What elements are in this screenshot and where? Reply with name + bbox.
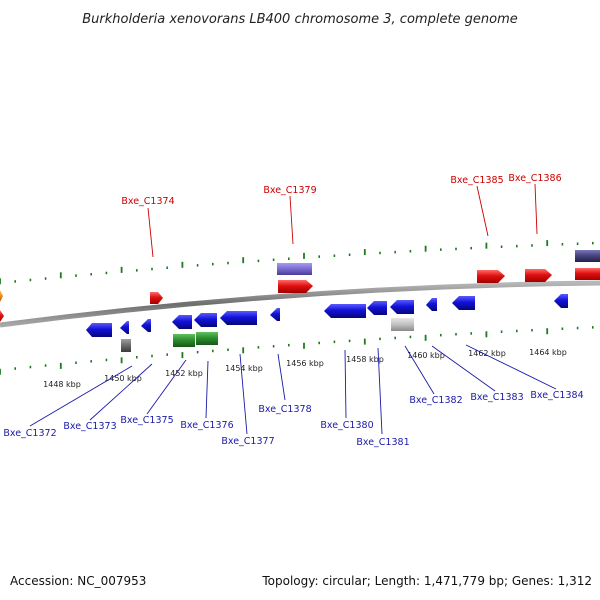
gene-label-bxe-c1379[interactable]: Bxe_C1379 <box>263 185 316 196</box>
gene-label-bxe-c1376[interactable]: Bxe_C1376 <box>180 420 233 431</box>
gene-arrow[interactable] <box>0 290 3 302</box>
reverse-strand-genes <box>86 294 568 352</box>
gene-label-bxe-c1381[interactable]: Bxe_C1381 <box>356 437 409 448</box>
gene-label-bxe-c1386[interactable]: Bxe_C1386 <box>508 173 561 184</box>
gene-box[interactable] <box>575 268 600 280</box>
kbp-label-1458: 1458 kbp <box>346 355 384 364</box>
gene-arrow-bxe-c1380[interactable] <box>324 304 366 318</box>
gene-label-bxe-c1382[interactable]: Bxe_C1382 <box>409 395 462 406</box>
kbp-label-1448: 1448 kbp <box>43 380 81 389</box>
gene-arrow-bxe-c1374[interactable] <box>150 292 163 304</box>
gene-arrow[interactable] <box>120 321 129 334</box>
gene-arrow[interactable] <box>426 298 437 311</box>
gene-box[interactable] <box>575 250 600 262</box>
gene-label-bxe-c1385[interactable]: Bxe_C1385 <box>450 175 503 186</box>
gene-label-bxe-c1374[interactable]: Bxe_C1374 <box>121 196 174 207</box>
gene-label-bxe-c1378[interactable]: Bxe_C1378 <box>258 404 311 415</box>
gene-arrow[interactable] <box>0 310 4 322</box>
gene-label-bxe-c1384[interactable]: Bxe_C1384 <box>530 390 583 401</box>
gene-box[interactable] <box>121 339 131 352</box>
gene-arrow-bxe-c1378[interactable] <box>270 308 280 321</box>
gene-arrow[interactable] <box>367 301 387 315</box>
gene-arrow-bxe-c1385[interactable] <box>477 270 505 283</box>
map-title: Burkholderia xenovorans LB400 chromosome… <box>82 12 518 27</box>
kbp-label-1460: 1460 kbp <box>407 351 445 360</box>
gene-arrow[interactable] <box>141 319 151 332</box>
accession-text: Accession: NC_007953 <box>10 574 147 588</box>
gene-label-bxe-c1375[interactable]: Bxe_C1375 <box>120 415 173 426</box>
outer-tick-ring <box>0 240 594 285</box>
gene-label-bxe-c1380[interactable]: Bxe_C1380 <box>320 420 373 431</box>
gene-arrow-bxe-c1373[interactable] <box>86 323 112 337</box>
kbp-scale: 1448 kbp 1450 kbp 1452 kbp 1454 kbp 1456… <box>43 348 567 389</box>
gene-arrow-bxe-c1382[interactable] <box>390 300 414 314</box>
gene-arrow-bxe-c1377[interactable] <box>220 311 257 325</box>
chromosome-backbone <box>0 280 600 328</box>
kbp-label-1452: 1452 kbp <box>165 369 203 378</box>
gene-label-bxe-c1383[interactable]: Bxe_C1383 <box>470 392 523 403</box>
kbp-label-1462: 1462 kbp <box>468 349 506 358</box>
reverse-labels <box>29 344 557 435</box>
kbp-label-1456: 1456 kbp <box>286 359 324 368</box>
gene-box-bxe-c1381[interactable] <box>391 318 414 331</box>
topology-text: Topology: circular; Length: 1,471,779 bp… <box>262 574 592 588</box>
kbp-label-1450: 1450 kbp <box>104 374 142 383</box>
gene-arrow-bxe-c1383[interactable] <box>452 296 475 310</box>
gene-arrow-bxe-c1384[interactable] <box>554 294 568 308</box>
forward-strand-genes <box>0 250 600 322</box>
gene-label-bxe-c1373[interactable]: Bxe_C1373 <box>63 421 116 432</box>
gene-arrow-bxe-c1375[interactable] <box>172 315 192 329</box>
gene-arrow-bxe-c1386[interactable] <box>525 269 552 282</box>
kbp-label-1464: 1464 kbp <box>529 348 567 357</box>
gene-arrow-bxe-c1376[interactable] <box>194 313 217 327</box>
inner-tick-ring <box>0 326 594 375</box>
gene-box[interactable] <box>277 263 312 275</box>
gene-arrow-bxe-c1379[interactable] <box>278 280 313 293</box>
gene-box[interactable] <box>173 334 195 347</box>
gene-label-bxe-c1372[interactable]: Bxe_C1372 <box>3 428 56 439</box>
forward-labels <box>147 183 538 258</box>
kbp-label-1454: 1454 kbp <box>225 364 263 373</box>
gene-box[interactable] <box>196 332 218 345</box>
gene-label-bxe-c1377[interactable]: Bxe_C1377 <box>221 436 274 447</box>
